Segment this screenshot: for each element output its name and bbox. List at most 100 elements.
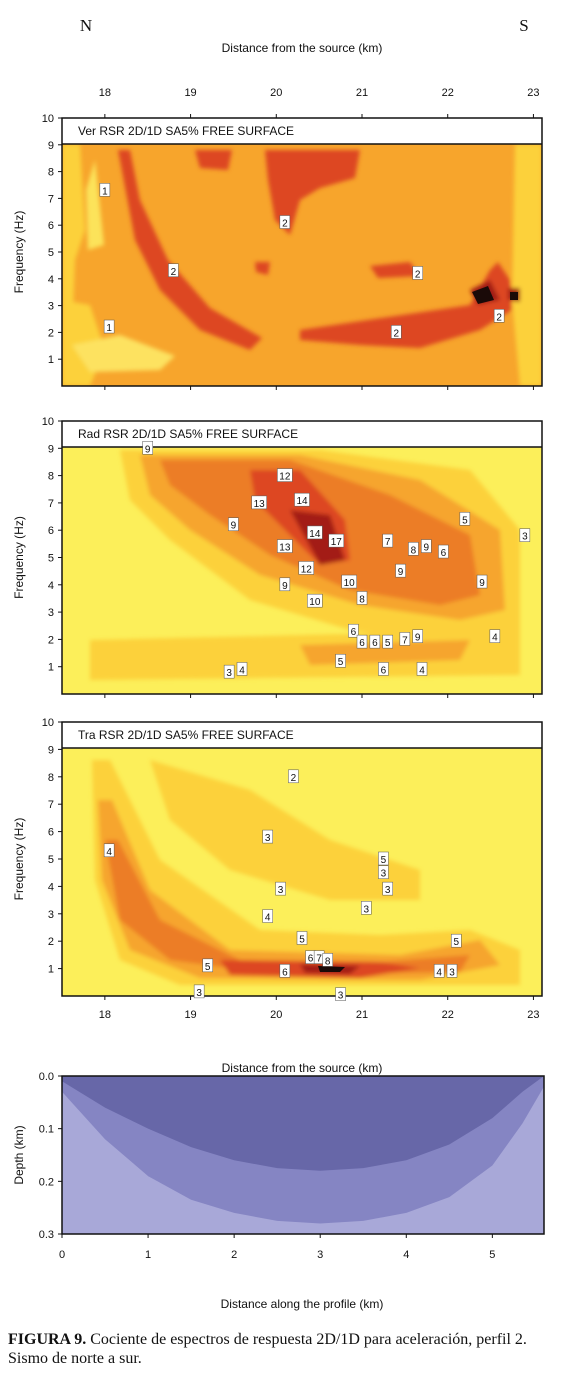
ytick-label: 7 <box>48 498 54 510</box>
xtick-label: 23 <box>527 87 539 99</box>
contour-label-box <box>408 542 419 556</box>
depth-layer-top <box>62 1076 544 1171</box>
contour-label: 3 <box>364 904 370 915</box>
contour-label: 6 <box>282 967 288 978</box>
ytick-label: 6 <box>48 525 54 537</box>
xtick-label: 20 <box>270 87 282 99</box>
xtick-label: 19 <box>184 87 196 99</box>
ytick-label: 9 <box>48 443 54 455</box>
contour-label-box <box>356 634 368 649</box>
xtick-label: 4 <box>403 1249 409 1261</box>
ytick-label: 0.0 <box>39 1071 54 1083</box>
contour-label-box <box>361 901 372 915</box>
contour-label: 4 <box>239 665 245 676</box>
caption-text: Cociente de espectros de respuesta 2D/1D… <box>8 1331 527 1367</box>
contour-label: 5 <box>462 515 468 526</box>
ytick-label: 1 <box>48 964 54 976</box>
contour-label: 2 <box>496 312 502 323</box>
contour-label: 2 <box>171 267 177 278</box>
contour-label-box <box>399 632 411 646</box>
ytick-label: 9 <box>48 140 54 152</box>
contour-label: 9 <box>398 567 404 578</box>
contour-label-box <box>168 263 179 278</box>
xtick-label: 22 <box>442 87 454 99</box>
contour-label-box <box>103 843 115 858</box>
ytick-label: 8 <box>48 167 54 179</box>
contour-label-box <box>277 468 293 482</box>
middle-axis-label: Distance from the source (km) <box>222 1061 383 1075</box>
contour-label-box <box>288 769 299 784</box>
ytick-label: 0.3 <box>39 1229 54 1241</box>
ytick-label: 10 <box>42 113 54 125</box>
contour-label-box <box>369 634 381 649</box>
contour-label-box <box>298 561 315 575</box>
contour-label: 1 <box>106 323 112 334</box>
contour-label-box <box>103 319 115 334</box>
contour-label-box <box>412 266 423 280</box>
ytick-label: 5 <box>48 247 54 259</box>
contour-label: 9 <box>415 633 421 644</box>
contour-label-box <box>356 591 368 605</box>
contour-label: 5 <box>454 937 460 948</box>
contour-label: 6 <box>359 638 365 649</box>
contour-label: 4 <box>419 665 425 676</box>
contour-label-box <box>382 881 393 896</box>
contour-label: 8 <box>325 956 331 967</box>
ytick-label: 5 <box>48 854 54 866</box>
contour-label: 5 <box>338 657 344 668</box>
contour-label: 7 <box>385 537 391 548</box>
ytick-label: 8 <box>48 772 54 784</box>
contour-label: 13 <box>254 499 266 510</box>
panel-rad: Rad RSR 2D/1D SA5% FREE SURFACE 12345678… <box>12 416 543 698</box>
contour-label: 1 <box>102 186 108 197</box>
ylabel: Frequency (Hz) <box>12 818 26 901</box>
contour-label: 9 <box>282 581 288 592</box>
xtick-label: 21 <box>356 87 368 99</box>
xtick-label: 20 <box>270 1009 282 1021</box>
contour-label: 13 <box>279 543 291 554</box>
contour-label-box <box>279 215 291 229</box>
figure-number: FIGURA 9. <box>8 1331 87 1348</box>
contour-label: 3 <box>522 532 528 543</box>
north-label: N <box>80 16 92 35</box>
panel-rad-title: Rad RSR 2D/1D SA5% FREE SURFACE <box>78 427 298 441</box>
ytick-label: 3 <box>48 301 54 313</box>
ytick-label: 2 <box>48 936 54 948</box>
contour-label: 14 <box>309 529 321 540</box>
ytick-label: 7 <box>48 193 54 205</box>
contour-label-box <box>416 662 428 676</box>
contour-label: 3 <box>449 967 455 978</box>
panel-ver-title: Ver RSR 2D/1D SA5% FREE SURFACE <box>78 124 294 138</box>
ytick-label: 9 <box>48 744 54 756</box>
contour-label-box <box>277 539 293 553</box>
xtick-label: 1 <box>145 1249 151 1261</box>
ytick-label: 3 <box>48 607 54 619</box>
contour-label: 12 <box>279 472 291 483</box>
ylabel: Depth (km) <box>12 1125 26 1184</box>
contour-label-box <box>328 533 345 548</box>
contour-label-box <box>296 931 308 945</box>
contour-label: 9 <box>231 521 237 532</box>
contour-label-box <box>438 544 449 559</box>
bottom-axis-label: Distance along the profile (km) <box>221 1297 384 1311</box>
contour-label-box <box>322 953 333 967</box>
contour-label: 17 <box>331 537 343 548</box>
contour-label-box <box>228 517 239 531</box>
contour-label: 3 <box>226 668 232 679</box>
ytick-label: 10 <box>42 717 54 729</box>
contour-label: 4 <box>265 913 271 924</box>
contour-label: 6 <box>308 954 314 965</box>
contour-label-box <box>307 593 323 608</box>
contour-label-box <box>99 183 111 197</box>
contour-label-box <box>251 495 267 510</box>
contour-label-box <box>382 634 393 649</box>
contour-label-box <box>307 525 323 540</box>
ytick-label: 5 <box>48 553 54 565</box>
contour-label: 2 <box>291 773 297 784</box>
ytick-label: 4 <box>48 580 54 592</box>
contour-label-box <box>459 512 471 526</box>
contour-label-box <box>275 881 286 896</box>
ytick-label: 3 <box>48 909 54 921</box>
ytick-label: 7 <box>48 799 54 811</box>
contour-label: 7 <box>402 635 408 646</box>
